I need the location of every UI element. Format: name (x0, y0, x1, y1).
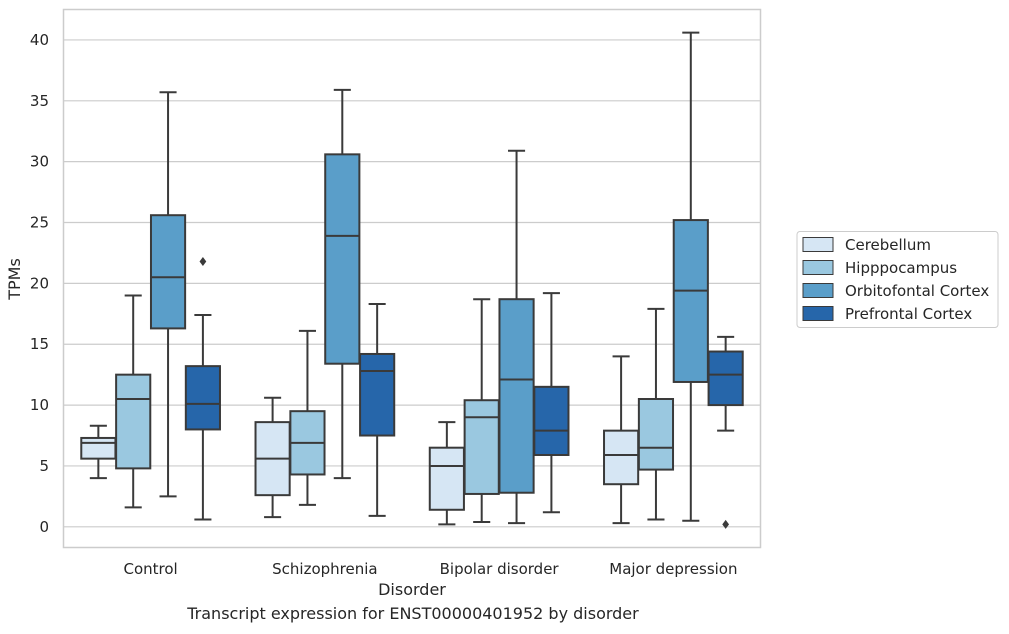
x-axis-label: Disorder (378, 580, 446, 599)
legend-label-prefrontal-cortex: Prefrontal Cortex (845, 305, 972, 323)
box-cerebellum-bipolar-disorder (428, 421, 465, 526)
box-prefrontal-cortex-control (184, 256, 221, 521)
y-tick-label-0: 0 (39, 518, 49, 536)
box-orbitofontal-cortex-bipolar-disorder (498, 149, 535, 525)
box-hipppocampus-major-depression (637, 307, 675, 521)
iqr-box (672, 219, 709, 383)
x-tick-label-major-depression: Major depression (609, 560, 737, 578)
iqr-box (184, 365, 221, 431)
y-tick-label-35: 35 (30, 92, 49, 110)
iqr-box (637, 398, 675, 471)
legend-frame (796, 231, 999, 328)
figure-caption: Transcript expression for ENST0000040195… (187, 604, 639, 623)
legend-label-cerebellum: Cerebellum (845, 236, 931, 254)
iqr-box (115, 373, 152, 470)
box-hipppocampus-control (115, 294, 152, 509)
legend-label-orbitofontal-cortex: Orbitofontal Cortex (845, 282, 989, 300)
iqr-box (603, 429, 640, 486)
legend-label-hipppocampus: Hipppocampus (845, 259, 957, 277)
box-prefrontal-cortex-major-depression (707, 335, 744, 529)
outlier-point (722, 519, 730, 529)
iqr-box (149, 214, 187, 330)
iqr-box (533, 385, 570, 456)
box-prefrontal-cortex-schizophrenia (359, 303, 396, 517)
box-hipppocampus-bipolar-disorder (463, 298, 500, 523)
x-tick-labels: Control Schizophrenia Bipolar disorder Majo… (124, 560, 738, 578)
y-tick-label-20: 20 (30, 274, 49, 292)
iqr-box (463, 399, 500, 495)
iqr-box (324, 153, 361, 365)
iqr-box (80, 436, 117, 460)
box-orbitofontal-cortex-major-depression (672, 31, 709, 522)
y-tick-label-5: 5 (39, 457, 49, 475)
box-orbitofontal-cortex-control (149, 91, 187, 498)
y-tick-label-10: 10 (30, 396, 49, 414)
y-tick-label-15: 15 (30, 335, 49, 353)
box-hipppocampus-schizophrenia (289, 329, 326, 506)
y-tick-label-25: 25 (30, 214, 49, 232)
x-tick-label-bipolar-disorder: Bipolar disorder (440, 560, 560, 578)
box-cerebellum-control (80, 424, 117, 480)
iqr-box (359, 352, 396, 437)
box-cerebellum-major-depression (603, 355, 640, 525)
iqr-box (707, 350, 744, 407)
y-axis-label: TPMs (5, 258, 24, 301)
y-tick-label-30: 30 (30, 153, 49, 171)
plot-frame (62, 8, 762, 549)
legend-swatch-prefrontal-cortex (802, 306, 834, 321)
legend: Cerebellum Hipppocampus Orbitofontal Corte… (796, 231, 999, 328)
x-tick-label-schizophrenia: Schizophrenia (272, 560, 377, 578)
box-series (80, 31, 744, 529)
y-tick-label-40: 40 (30, 31, 49, 49)
legend-swatch-orbitofontal-cortex (802, 283, 834, 298)
iqr-box (498, 298, 535, 494)
outlier-point (199, 256, 207, 266)
legend-swatch-cerebellum (802, 237, 834, 252)
legend-swatch-hipppocampus (802, 260, 834, 275)
iqr-box (428, 446, 465, 511)
box-orbitofontal-cortex-schizophrenia (324, 88, 361, 480)
box-cerebellum-schizophrenia (254, 396, 291, 519)
box-prefrontal-cortex-bipolar-disorder (533, 292, 570, 514)
x-tick-label-control: Control (124, 560, 178, 578)
y-tick-labels: 0 5 10 15 20 25 30 35 40 (30, 31, 49, 536)
